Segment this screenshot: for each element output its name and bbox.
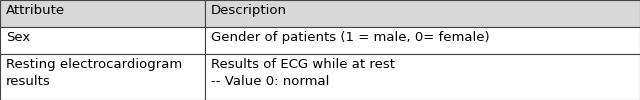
- Text: Description: Description: [211, 4, 287, 17]
- Text: Results of ECG while at rest
-- Value 0: normal: Results of ECG while at rest -- Value 0:…: [211, 58, 395, 88]
- Bar: [0, 27, 205, 54]
- Text: Resting electrocardiogram
results: Resting electrocardiogram results: [6, 58, 182, 88]
- Bar: [205, 0, 640, 27]
- Bar: [0, 0, 205, 27]
- Bar: [0, 54, 205, 100]
- Text: Gender of patients (1 = male, 0= female): Gender of patients (1 = male, 0= female): [211, 31, 490, 44]
- Text: Sex: Sex: [6, 31, 30, 44]
- Bar: [205, 54, 640, 100]
- Text: Attribute: Attribute: [6, 4, 65, 17]
- Bar: [205, 27, 640, 54]
